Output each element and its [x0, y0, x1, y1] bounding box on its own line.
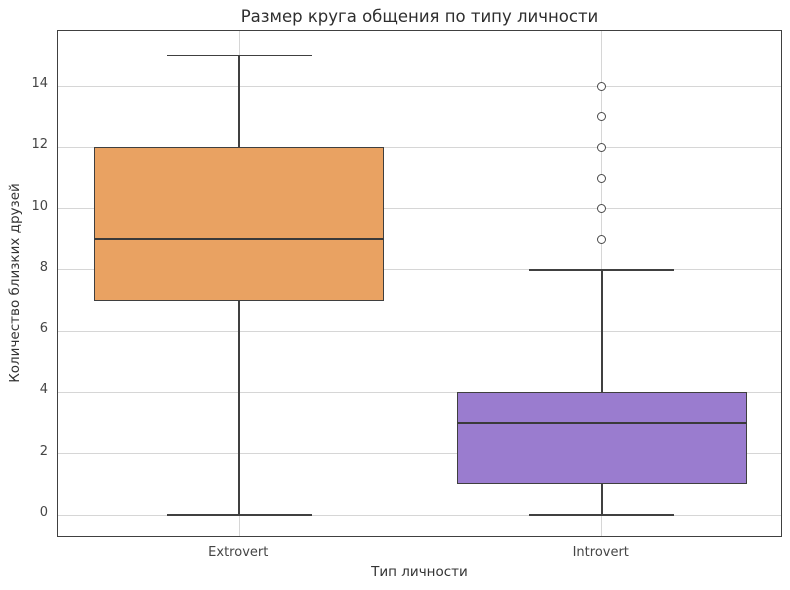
whisker-cap-lower-introvert [529, 514, 675, 516]
y-gridline [58, 85, 781, 87]
outlier-point-introvert [597, 81, 607, 91]
y-gridline [58, 514, 781, 516]
y-gridline [58, 269, 781, 271]
y-tick-label: 4 [39, 382, 48, 398]
outlier-point-introvert [597, 234, 607, 244]
y-tick-label: 2 [39, 443, 48, 459]
whisker-lower-introvert [600, 484, 603, 515]
y-gridline [58, 330, 781, 332]
x-tick-label: Introvert [572, 545, 629, 560]
whisker-cap-lower-extrovert [166, 514, 312, 516]
y-gridline [58, 453, 781, 455]
outlier-point-introvert [597, 142, 607, 152]
median-line-extrovert [94, 238, 385, 241]
whisker-lower-extrovert [238, 300, 241, 516]
y-tick-label: 14 [31, 76, 48, 92]
box-extrovert [94, 147, 385, 301]
whisker-upper-extrovert [238, 55, 241, 148]
outlier-point-introvert [597, 204, 607, 214]
y-tick-label: 12 [31, 137, 48, 153]
chart-title: Размер круга общения по типу личности [240, 7, 599, 26]
y-gridline [58, 391, 781, 393]
whisker-cap-upper-introvert [529, 269, 675, 271]
y-tick-label: 0 [39, 505, 48, 521]
outlier-point-introvert [597, 112, 607, 122]
y-gridline [58, 208, 781, 210]
y-gridline [58, 146, 781, 148]
box-introvert [456, 392, 747, 485]
x-axis-label: Тип личности [371, 564, 468, 580]
whisker-upper-introvert [600, 269, 603, 393]
whisker-cap-upper-extrovert [166, 54, 312, 57]
plot-area [57, 30, 782, 537]
x-tick-label: Extrovert [208, 545, 269, 560]
y-tick-label: 6 [39, 321, 48, 337]
y-tick-label: 8 [39, 259, 48, 275]
y-tick-label: 10 [31, 198, 48, 214]
median-line-introvert [456, 422, 747, 425]
outlier-point-introvert [597, 173, 607, 183]
